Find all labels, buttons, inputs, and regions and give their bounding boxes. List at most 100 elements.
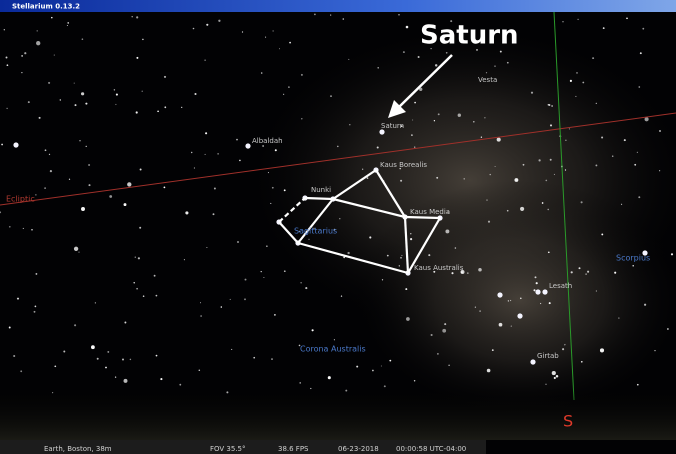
star	[535, 276, 537, 278]
star	[6, 57, 8, 59]
star	[124, 379, 128, 383]
star	[81, 207, 85, 211]
star	[435, 64, 437, 66]
star	[403, 51, 405, 53]
star	[127, 182, 131, 186]
ground	[0, 385, 676, 440]
star	[164, 187, 166, 189]
star	[283, 94, 284, 95]
star	[305, 287, 307, 289]
star	[667, 328, 669, 330]
status-fov: FOV 35.5°	[210, 445, 246, 453]
star	[74, 247, 78, 251]
star	[78, 251, 79, 252]
star	[136, 57, 138, 59]
star	[184, 259, 185, 260]
star	[140, 169, 142, 171]
star	[204, 60, 205, 61]
star	[35, 273, 37, 275]
star	[481, 137, 482, 138]
star	[88, 164, 90, 166]
star	[414, 102, 416, 104]
star	[387, 255, 389, 257]
star	[389, 360, 391, 362]
bright-star	[530, 359, 535, 364]
star	[406, 317, 410, 321]
star	[638, 86, 640, 88]
star	[230, 299, 231, 300]
star	[221, 306, 223, 308]
star	[500, 51, 502, 53]
star-label: Girtab	[537, 352, 559, 360]
star	[446, 52, 448, 54]
star	[135, 256, 136, 257]
star	[273, 30, 274, 31]
status-time: 00:00:58 UTC-04:00	[396, 445, 466, 453]
status-fps: 38.6 FPS	[278, 445, 309, 453]
star	[164, 76, 166, 78]
star	[451, 272, 453, 274]
star	[401, 255, 402, 256]
star	[20, 370, 22, 372]
star	[253, 357, 255, 359]
star	[200, 315, 202, 317]
star	[582, 82, 584, 84]
star	[659, 170, 660, 171]
star	[275, 149, 277, 151]
star	[592, 57, 594, 59]
star	[88, 184, 90, 186]
star	[438, 113, 440, 115]
star	[136, 288, 138, 290]
star	[261, 271, 262, 272]
star	[637, 152, 638, 153]
star	[288, 86, 290, 88]
star	[160, 378, 162, 380]
star	[279, 48, 280, 49]
star	[49, 154, 50, 155]
star	[6, 108, 7, 109]
star	[130, 359, 132, 361]
star	[191, 152, 192, 153]
star	[218, 20, 220, 22]
star	[478, 268, 482, 272]
star	[398, 14, 400, 16]
star	[473, 121, 475, 123]
star-label: Kaus Media	[410, 208, 450, 216]
star	[31, 229, 33, 231]
star	[34, 311, 36, 313]
star	[540, 303, 541, 304]
star	[436, 177, 438, 179]
star	[548, 251, 550, 253]
star	[570, 80, 572, 82]
star	[265, 37, 266, 38]
annotation: Saturn	[420, 21, 519, 51]
star	[245, 279, 247, 281]
star	[194, 167, 195, 168]
star	[330, 15, 331, 16]
star	[569, 128, 570, 129]
star	[300, 282, 301, 283]
star	[74, 324, 76, 326]
bright-star	[517, 313, 522, 318]
star	[17, 298, 19, 300]
star	[547, 209, 548, 210]
star	[382, 279, 383, 280]
bright-star	[245, 143, 250, 148]
star	[271, 358, 272, 359]
star	[632, 265, 634, 267]
star	[601, 233, 603, 235]
star	[214, 188, 216, 190]
star	[314, 13, 316, 15]
star	[400, 180, 402, 182]
star	[164, 106, 166, 108]
star	[565, 169, 566, 170]
star	[587, 271, 589, 273]
star	[334, 339, 335, 340]
cardinal-point: S	[563, 412, 573, 431]
star	[545, 384, 546, 385]
star	[122, 359, 124, 361]
star-label: Kaus Australis	[414, 264, 464, 272]
star	[464, 178, 465, 179]
star	[268, 172, 269, 173]
star	[565, 140, 566, 141]
